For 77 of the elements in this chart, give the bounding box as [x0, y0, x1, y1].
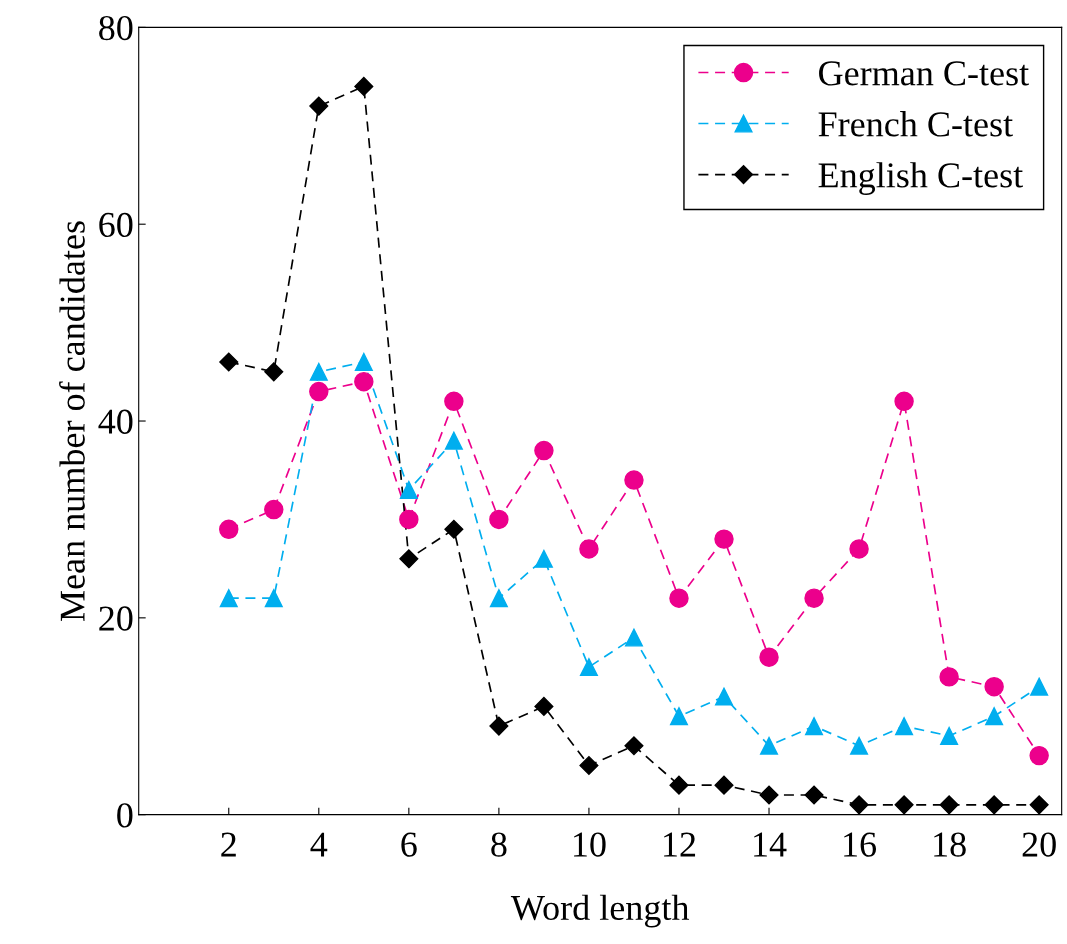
x-tick-label: 16: [844, 832, 877, 857]
point: [264, 589, 283, 608]
x-tick-label: 6: [401, 832, 417, 857]
point: [624, 736, 644, 756]
point: [399, 509, 419, 530]
y-tick-label: 20: [99, 606, 133, 631]
point: [850, 736, 869, 755]
point: [354, 76, 374, 96]
point: [1029, 745, 1049, 766]
point: [849, 795, 869, 815]
point: [534, 440, 554, 461]
point: [264, 362, 284, 382]
legend-label: English C-test: [818, 162, 1023, 195]
point: [984, 795, 1004, 815]
point: [354, 352, 373, 372]
x-tick-label: 2: [221, 832, 236, 857]
x-tick-label: 20: [1022, 832, 1056, 857]
legend-label: German C-test: [819, 61, 1029, 86]
y-tick-label: 40: [98, 409, 133, 434]
x-tick-label: 18: [934, 832, 966, 857]
point: [309, 96, 329, 116]
point: [714, 687, 734, 706]
point: [309, 381, 329, 402]
y-tick-label: 80: [99, 15, 133, 41]
point: [219, 519, 239, 540]
x-tick-label: 10: [574, 832, 606, 857]
point: [489, 589, 508, 608]
point: [579, 755, 599, 775]
point: [399, 549, 419, 569]
y-axis-title: Mean number of candidates: [59, 221, 85, 622]
point: [759, 736, 779, 755]
point: [489, 716, 509, 736]
point: [939, 667, 959, 687]
y-tick-label: 60: [99, 212, 133, 238]
point: [985, 707, 1004, 726]
y-tick-label: 0: [117, 803, 133, 828]
point: [894, 795, 914, 815]
point: [849, 539, 869, 559]
point: [219, 352, 239, 372]
point: [1029, 795, 1049, 815]
point: [895, 717, 914, 736]
point: [939, 795, 959, 815]
point: [714, 775, 734, 795]
point: [489, 509, 509, 530]
point: [444, 519, 464, 539]
x-tick-label: 8: [491, 832, 507, 857]
point: [714, 529, 734, 549]
point: [894, 391, 914, 412]
point: [1030, 677, 1049, 696]
point: [669, 588, 689, 608]
point: [759, 785, 779, 805]
point: [444, 391, 464, 412]
point: [579, 658, 598, 677]
legend-label: French C-test: [818, 111, 1013, 137]
point: [264, 499, 284, 520]
point: [624, 470, 644, 490]
point: [399, 480, 418, 499]
x-tick-label: 14: [754, 832, 787, 857]
point: [984, 677, 1004, 697]
point: [669, 707, 689, 726]
point: [354, 371, 374, 392]
point: [759, 647, 779, 667]
point: [804, 785, 824, 805]
point: [669, 775, 689, 795]
point: [219, 589, 238, 608]
point: [940, 726, 959, 745]
point: [534, 696, 554, 716]
x-tick-label: 12: [664, 832, 696, 857]
point: [534, 549, 553, 568]
x-axis-title: Word length: [510, 894, 690, 928]
point: [624, 628, 643, 647]
point: [804, 588, 824, 608]
x-tick-label: 4: [310, 832, 328, 857]
point: [444, 431, 463, 450]
point: [579, 539, 599, 559]
point: [805, 717, 824, 736]
point: [309, 362, 328, 381]
